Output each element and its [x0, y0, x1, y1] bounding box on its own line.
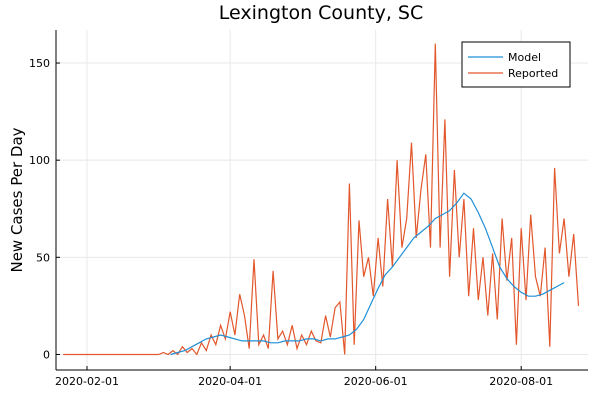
x-tick-label: 2020-08-01 [489, 375, 553, 388]
x-tick-label: 2020-06-01 [344, 375, 408, 388]
grid [56, 30, 588, 370]
legend-label-model: Model [508, 51, 541, 64]
x-ticks: 2020-02-01 2020-04-01 2020-06-01 2020-08-01 [55, 366, 553, 388]
y-tick-label: 150 [29, 57, 50, 70]
legend: Model Reported [461, 41, 571, 88]
series-line-reported [63, 43, 580, 356]
x-tick-label: 2020-04-01 [198, 375, 262, 388]
y-tick-label: 0 [43, 348, 50, 361]
y-tick-label: 50 [36, 251, 50, 264]
y-axis-label: New Cases Per Day [8, 127, 26, 272]
series-line-model [170, 192, 565, 356]
legend-box [461, 41, 571, 88]
legend-label-reported: Reported [508, 67, 558, 80]
y-ticks: 0 50 100 150 [29, 57, 60, 361]
y-tick-label: 100 [29, 154, 50, 167]
x-tick-label: 2020-02-01 [55, 375, 119, 388]
chart-title: Lexington County, SC [219, 2, 423, 24]
